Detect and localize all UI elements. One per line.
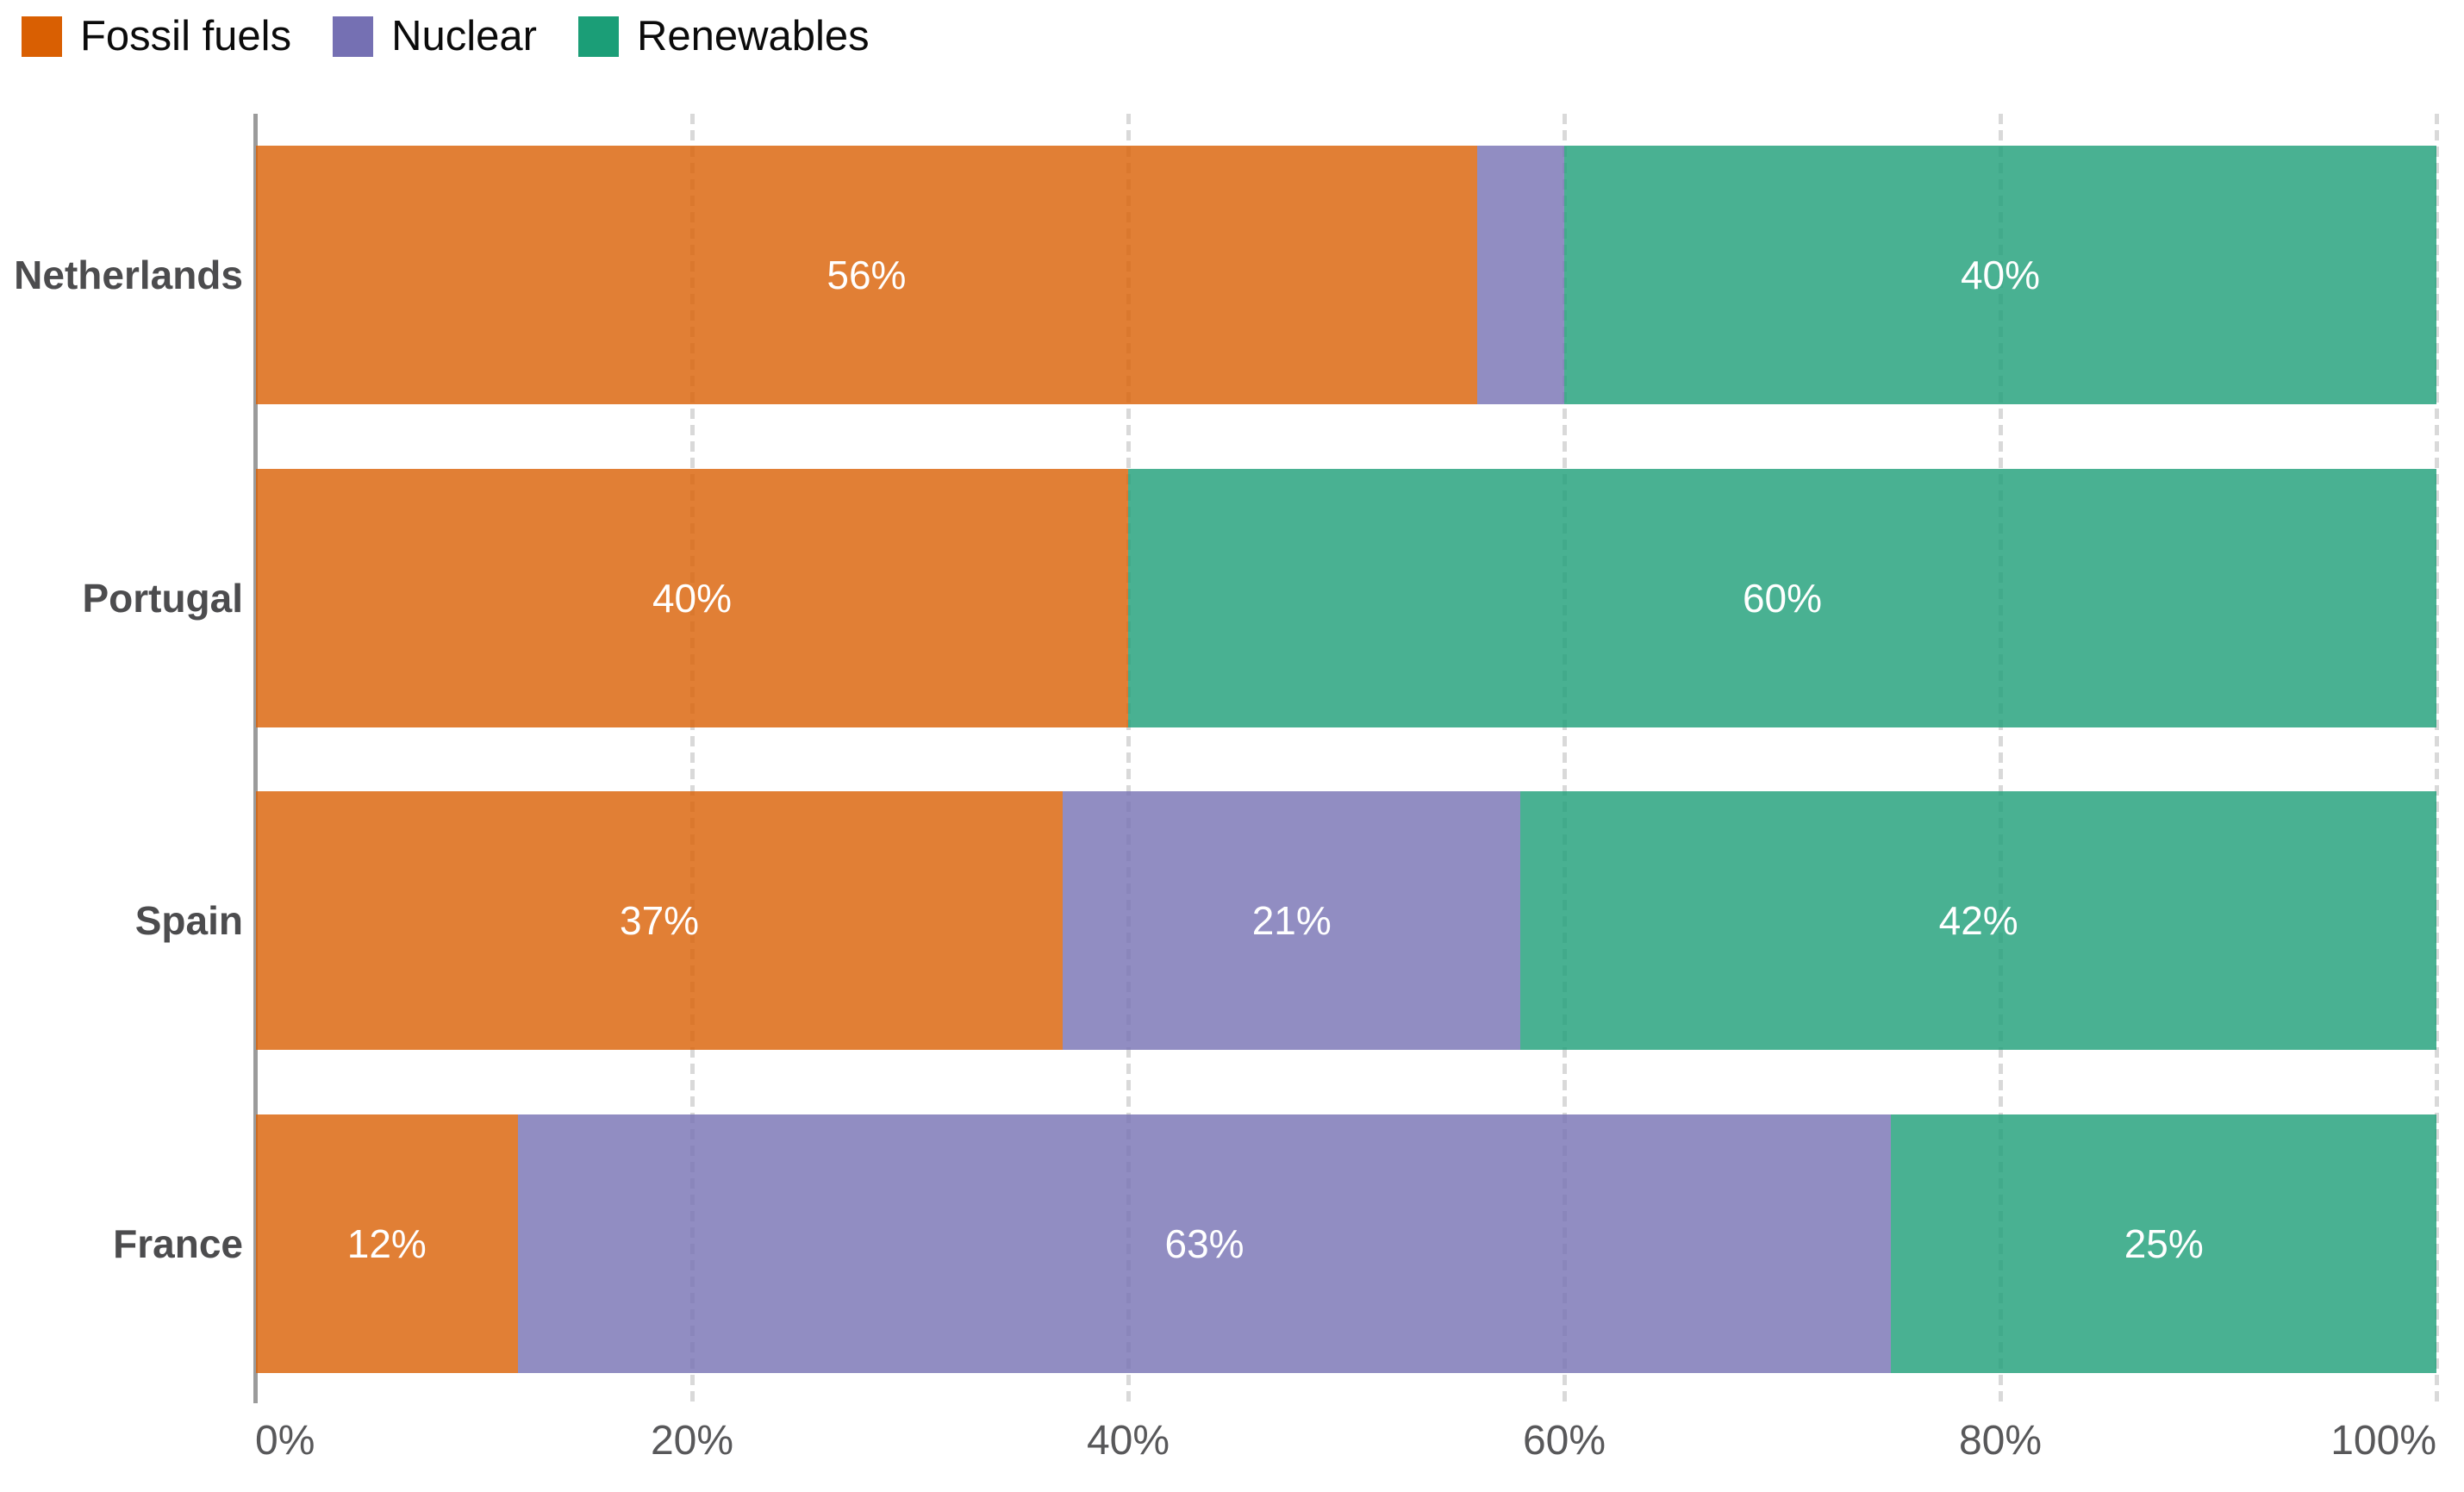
bar-row-portugal: 40% 60% (256, 469, 2436, 727)
bar-segment-portugal-renewables[interactable]: 60% (1128, 469, 2436, 727)
x-tick-label-40: 40% (1086, 1418, 1170, 1464)
gridline-80 (1999, 114, 2003, 1403)
gridline-60 (1563, 114, 1567, 1403)
bar-value-label: 56% (827, 253, 907, 297)
bar-segment-spain-nuclear[interactable]: 21% (1063, 791, 1521, 1050)
gridline-100 (2435, 114, 2439, 1403)
x-tick-label-60: 60% (1522, 1418, 1606, 1464)
bar-row-netherlands: 56% 40% (256, 146, 2436, 404)
bar-segment-spain-fossil-fuels[interactable]: 37% (256, 791, 1064, 1050)
bar-segment-france-renewables[interactable]: 25% (1891, 1114, 2436, 1373)
category-label-spain: Spain (134, 898, 243, 943)
bar-value-label: 25% (2124, 1221, 2204, 1266)
bar-value-label: 40% (1960, 253, 2041, 297)
bar-segment-france-fossil-fuels[interactable]: 12% (256, 1114, 518, 1373)
x-tick-label-100: 100% (2330, 1418, 2436, 1464)
bar-value-label: 42% (1938, 898, 2018, 943)
legend-item-renewables[interactable]: Renewables (577, 13, 870, 59)
bar-value-label: 12% (346, 1221, 427, 1266)
x-tick-label-0: 0% (255, 1418, 315, 1464)
bar-segment-netherlands-nuclear[interactable] (1476, 146, 1564, 404)
legend-swatch-renewables (577, 16, 619, 57)
bar-row-france: 12% 63% 25% (256, 1114, 2436, 1373)
category-label-netherlands: Netherlands (14, 253, 243, 297)
gridline-40 (1126, 114, 1131, 1403)
bar-segment-spain-renewables[interactable]: 42% (1520, 791, 2436, 1050)
legend-item-nuclear[interactable]: Nuclear (333, 16, 537, 58)
legend-label: Fossil fuels (80, 13, 292, 59)
legend: Fossil fuels Nuclear Renewables (22, 16, 870, 58)
legend-label: Renewables (636, 13, 870, 59)
bar-value-label: 63% (1164, 1221, 1244, 1266)
legend-swatch-fossil-fuels (22, 16, 62, 57)
bar-value-label: 40% (652, 576, 733, 621)
bar-value-label: 21% (1251, 898, 1332, 943)
legend-swatch-nuclear (333, 16, 374, 57)
bar-row-spain: 37% 21% 42% (256, 791, 2436, 1050)
gridline-20 (690, 114, 695, 1403)
legend-item-fossil-fuels[interactable]: Fossil fuels (22, 16, 291, 58)
bar-segment-netherlands-fossil-fuels[interactable]: 56% (256, 146, 1477, 404)
category-label-portugal: Portugal (82, 576, 243, 621)
bar-segment-portugal-fossil-fuels[interactable]: 40% (256, 469, 1128, 727)
category-label-france: France (113, 1221, 243, 1266)
bar-segment-france-nuclear[interactable]: 63% (517, 1114, 1892, 1373)
bar-value-label: 37% (620, 898, 700, 943)
bar-value-label: 60% (1742, 576, 1823, 621)
legend-label: Nuclear (391, 13, 537, 59)
x-tick-label-80: 80% (1958, 1418, 2043, 1464)
x-tick-label-20: 20% (650, 1418, 734, 1464)
y-axis-line (253, 114, 258, 1403)
bar-segment-netherlands-renewables[interactable]: 40% (1563, 146, 2436, 404)
